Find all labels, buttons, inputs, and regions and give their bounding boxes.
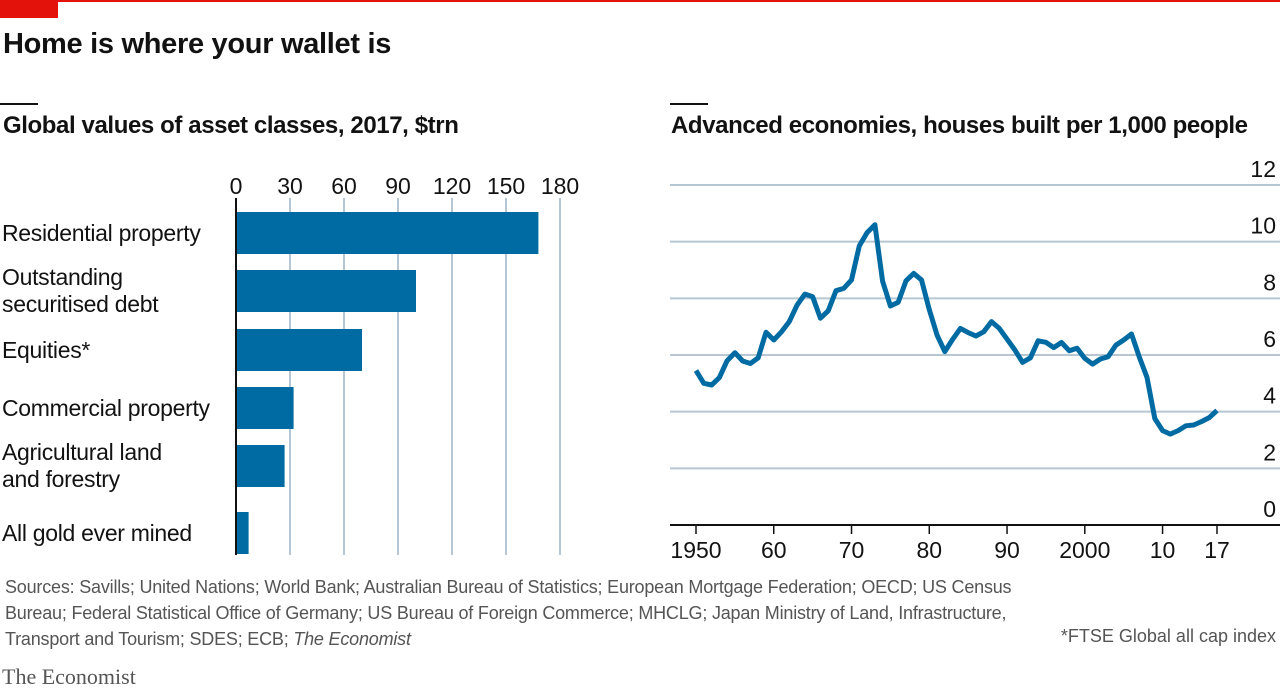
x-tick-label: 90	[385, 173, 411, 199]
x-tick-label: 80	[916, 537, 942, 563]
footnote: *FTSE Global all cap index	[1060, 626, 1276, 646]
bar-label: Residential property	[2, 220, 201, 247]
sources-text: Sources: Savills; United Nations; World …	[5, 574, 1045, 652]
bar-label: Commercial property	[2, 395, 210, 422]
x-tick-label: 10	[1150, 537, 1176, 563]
bar-label-line: and forestry	[2, 466, 120, 492]
subtitle-rule-right	[670, 103, 708, 105]
y-tick-label: 8	[1263, 269, 1276, 295]
bar-label: Outstanding securitised debt	[2, 264, 159, 318]
bar-label-line: Commercial property	[2, 394, 210, 421]
subtitle-rule-left	[0, 103, 38, 105]
bar-1	[236, 270, 416, 312]
y-tick-label: 10	[1250, 213, 1276, 239]
x-tick-label: 1950	[670, 537, 721, 563]
x-tick-label: 17	[1204, 537, 1230, 563]
x-tick-label: 90	[994, 537, 1020, 563]
sources-economist: The Economist	[293, 629, 411, 649]
economist-logo: The Economist	[2, 664, 136, 689]
y-tick-label: 12	[1250, 156, 1276, 182]
y-tick-label: 0	[1263, 496, 1276, 522]
x-tick-label: 30	[277, 173, 303, 199]
bar-label-line: securitised debt	[2, 291, 159, 317]
bar-3	[236, 387, 294, 429]
x-tick-label: 60	[331, 173, 357, 199]
x-tick-label: 2000	[1059, 537, 1110, 563]
bar-label: Equities*	[2, 337, 90, 364]
bar-5	[236, 512, 249, 554]
bar-2	[236, 329, 362, 371]
x-tick-label: 180	[541, 173, 579, 199]
x-tick-label: 70	[839, 537, 865, 563]
sources-list: Sources: Savills; United Nations; World …	[5, 577, 1012, 649]
bar-label-line: Residential property	[2, 219, 201, 246]
bar-4	[236, 445, 285, 487]
x-tick-label: 0	[230, 173, 243, 199]
bar-label-line: Outstanding	[2, 264, 123, 290]
red-tag	[0, 0, 58, 18]
page-title: Home is where your wallet is	[3, 28, 392, 60]
bar-0	[236, 212, 539, 254]
bar-label-line: Agricultural land	[2, 439, 162, 465]
y-tick-label: 2	[1263, 439, 1276, 465]
bar-label: Agricultural land and forestry	[2, 439, 162, 493]
y-tick-label: 6	[1263, 326, 1276, 352]
bar-chart-title: Global values of asset classes, 2017, $t…	[3, 112, 459, 139]
x-tick-label: 60	[761, 537, 787, 563]
bar-label: All gold ever mined	[2, 520, 192, 547]
y-tick-label: 4	[1263, 383, 1276, 409]
bar-label-line: All gold ever mined	[2, 519, 192, 546]
line-chart-title: Advanced economies, houses built per 1,0…	[671, 112, 1248, 139]
top-accent-line	[0, 0, 1280, 2]
series-line	[693, 222, 1219, 437]
bar-label-line: Equities*	[2, 336, 91, 363]
x-tick-label: 120	[433, 173, 471, 199]
x-tick-label: 150	[487, 173, 525, 199]
